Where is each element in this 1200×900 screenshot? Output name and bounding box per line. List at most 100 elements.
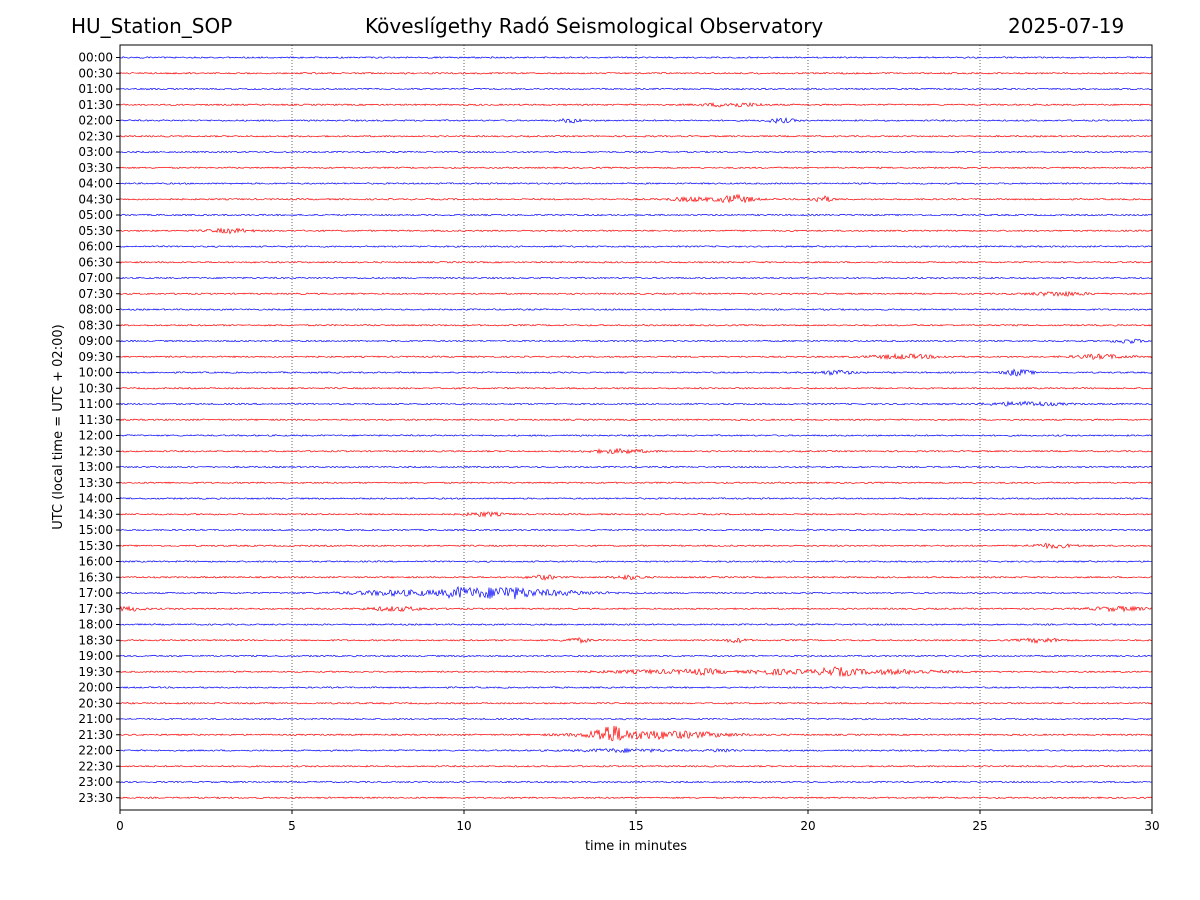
y-tick-label: 12:30 bbox=[78, 444, 113, 458]
page-title: Köveslígethy Radó Seismological Observat… bbox=[365, 14, 824, 38]
x-tick-label: 30 bbox=[1144, 819, 1159, 833]
y-tick-label: 21:30 bbox=[78, 728, 113, 742]
y-tick-label: 19:00 bbox=[78, 649, 113, 663]
trace-line bbox=[119, 497, 1153, 500]
y-tick-label: 01:00 bbox=[78, 82, 113, 96]
trace-series-group bbox=[119, 56, 1153, 800]
x-tick-label: 20 bbox=[800, 819, 815, 833]
trace-line bbox=[119, 308, 1153, 311]
trace-line bbox=[119, 447, 1153, 455]
y-tick-label: 20:00 bbox=[78, 681, 113, 695]
y-tick-label: 17:00 bbox=[78, 586, 113, 600]
y-tick-label: 18:30 bbox=[78, 633, 113, 647]
y-tick-label: 00:30 bbox=[78, 66, 113, 80]
trace-line bbox=[119, 725, 1153, 742]
y-tick-label: 03:30 bbox=[78, 161, 113, 175]
trace-line bbox=[119, 323, 1153, 327]
x-axis-label: time in minutes bbox=[585, 839, 687, 854]
y-tick-label: 20:30 bbox=[78, 696, 113, 710]
y-tick-label: 16:00 bbox=[78, 555, 113, 569]
y-tick-label: 19:30 bbox=[78, 665, 113, 679]
y-tick-label: 16:30 bbox=[78, 570, 113, 584]
trace-line bbox=[119, 511, 1153, 518]
y-tick-label: 18:00 bbox=[78, 618, 113, 632]
trace-line bbox=[119, 780, 1153, 784]
trace-line bbox=[119, 352, 1153, 361]
y-tick-label: 23:30 bbox=[78, 791, 113, 805]
trace-line bbox=[119, 747, 1153, 754]
trace-line bbox=[119, 560, 1153, 563]
y-tick-label: 15:30 bbox=[78, 539, 113, 553]
trace-line bbox=[119, 717, 1153, 721]
y-tick-label: 00:00 bbox=[78, 51, 113, 65]
y-tick-label: 06:00 bbox=[78, 240, 113, 254]
y-tick-label: 05:30 bbox=[78, 224, 113, 238]
trace-line bbox=[119, 290, 1153, 297]
trace-line bbox=[119, 87, 1153, 91]
trace-line bbox=[119, 542, 1153, 550]
trace-line bbox=[119, 637, 1153, 645]
y-tick-label: 21:00 bbox=[78, 712, 113, 726]
y-tick-label: 13:30 bbox=[78, 476, 113, 490]
y-tick-label: 02:30 bbox=[78, 129, 113, 143]
x-tick-label: 25 bbox=[972, 819, 987, 833]
y-tick-label: 11:00 bbox=[78, 397, 113, 411]
trace-line bbox=[119, 434, 1153, 437]
y-tick-label: 14:00 bbox=[78, 492, 113, 506]
trace-line bbox=[119, 574, 1153, 581]
y-tick-label: 02:00 bbox=[78, 114, 113, 128]
station-name: HU_Station_SOP bbox=[71, 14, 233, 38]
y-tick-label: 04:30 bbox=[78, 192, 113, 206]
trace-line bbox=[119, 465, 1153, 469]
trace-line bbox=[119, 213, 1153, 217]
x-tick-label: 0 bbox=[116, 819, 124, 833]
trace-line bbox=[119, 71, 1153, 75]
y-tick-label: 05:00 bbox=[78, 208, 113, 222]
gridlines bbox=[291, 45, 981, 810]
trace-line bbox=[119, 193, 1153, 204]
y-axis-label: UTC (local time = UTC + 02:00) bbox=[51, 324, 66, 529]
trace-line bbox=[119, 56, 1153, 59]
y-tick-label: 01:30 bbox=[78, 98, 113, 112]
y-tick-label: 09:30 bbox=[78, 350, 113, 364]
y-tick-label: 10:30 bbox=[78, 381, 113, 395]
trace-line bbox=[119, 654, 1153, 658]
trace-line bbox=[119, 117, 1153, 124]
trace-line bbox=[119, 166, 1153, 170]
trace-line bbox=[119, 764, 1152, 768]
trace-line bbox=[119, 585, 1153, 600]
trace-line bbox=[119, 686, 1153, 689]
y-tick-label: 13:00 bbox=[78, 460, 113, 474]
y-tick-label: 22:00 bbox=[78, 744, 113, 758]
y-tick-label: 15:00 bbox=[78, 523, 113, 537]
trace-line bbox=[119, 134, 1153, 138]
x-axis-ticks: 0 5 10 15 20 25 30 bbox=[116, 810, 1160, 833]
trace-line bbox=[119, 182, 1153, 185]
y-tick-label: 17:30 bbox=[78, 602, 113, 616]
trace-line bbox=[119, 605, 1153, 613]
trace-line bbox=[119, 481, 1153, 485]
trace-line bbox=[119, 102, 1153, 108]
trace-line bbox=[119, 227, 1153, 235]
x-tick-label: 15 bbox=[628, 819, 643, 833]
trace-line bbox=[119, 150, 1153, 154]
y-tick-label: 08:30 bbox=[78, 318, 113, 332]
y-tick-label: 12:00 bbox=[78, 429, 113, 443]
plot-date: 2025-07-19 bbox=[1008, 14, 1125, 38]
trace-line bbox=[119, 528, 1153, 532]
y-tick-label: 04:00 bbox=[78, 177, 113, 191]
trace-line bbox=[119, 368, 1153, 377]
trace-line bbox=[119, 245, 1153, 248]
trace-line bbox=[119, 796, 1153, 800]
y-tick-label: 09:00 bbox=[78, 334, 113, 348]
trace-line bbox=[119, 260, 1153, 264]
y-tick-label: 10:00 bbox=[78, 366, 113, 380]
x-tick-label: 5 bbox=[288, 819, 296, 833]
y-tick-label: 11:30 bbox=[78, 413, 113, 427]
y-tick-label: 08:00 bbox=[78, 303, 113, 317]
trace-line bbox=[119, 386, 1153, 390]
y-tick-label: 06:30 bbox=[78, 255, 113, 269]
y-tick-label: 14:30 bbox=[78, 507, 113, 521]
